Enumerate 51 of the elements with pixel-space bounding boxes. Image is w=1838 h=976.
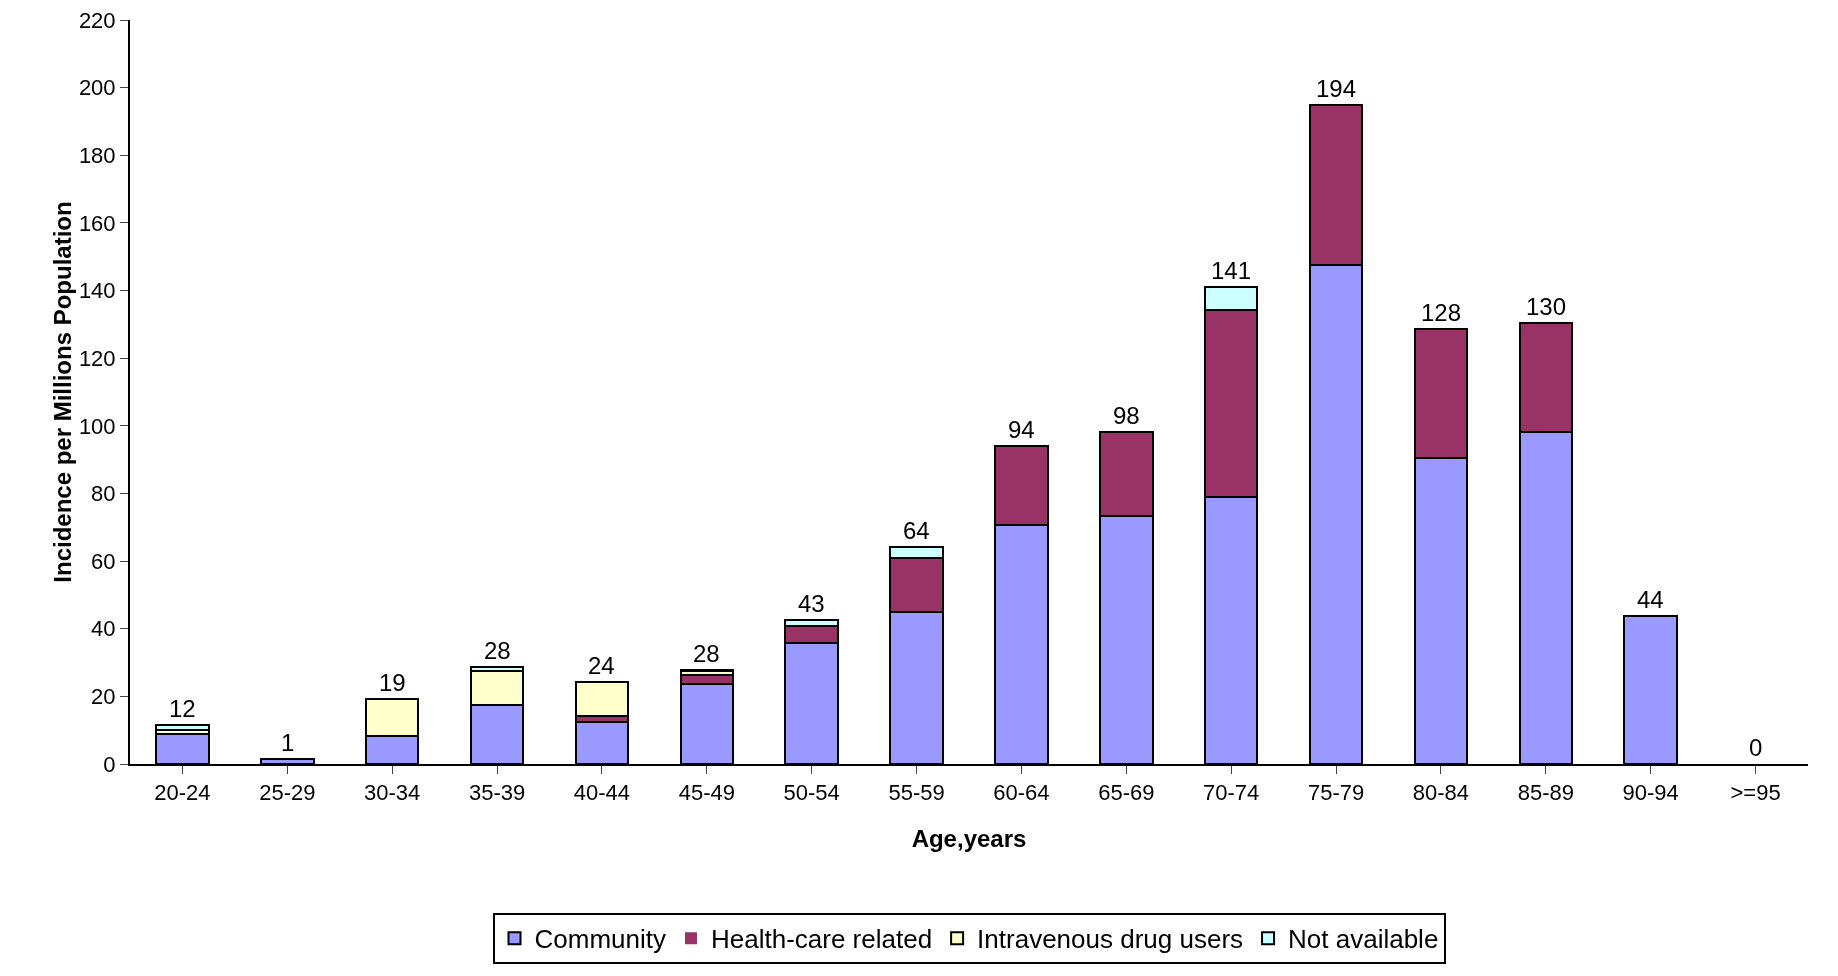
y-tick-label: 80 — [91, 481, 116, 507]
total-label: 130 — [1526, 293, 1567, 320]
total-label: 1 — [281, 729, 295, 756]
total-label: 141 — [1211, 257, 1252, 284]
x-tick-label: 40-44 — [573, 780, 631, 806]
x-tick-label: 85-89 — [1517, 780, 1574, 806]
y-tick-label: 20 — [91, 684, 116, 710]
bar — [155, 723, 210, 731]
y-tick-label: 220 — [78, 7, 116, 33]
y-tick-label: 200 — [78, 75, 116, 101]
y-tick-label: 180 — [78, 142, 116, 168]
legend-label: Community — [534, 924, 666, 955]
x-tick-label: 35-39 — [468, 780, 526, 806]
x-tick-label: 80-84 — [1412, 780, 1470, 806]
x-tick-label: 90-94 — [1622, 780, 1679, 806]
total-label: 19 — [379, 669, 406, 696]
legend-label: Not available — [1288, 924, 1439, 955]
total-label: 98 — [1113, 402, 1140, 429]
x-tick-label: 60-64 — [993, 780, 1050, 806]
x-tick-label: 55-59 — [888, 780, 945, 806]
total-label: 28 — [484, 637, 511, 664]
x-tick-label: 75-79 — [1307, 780, 1365, 806]
x-axis-title: Age,years — [911, 825, 1027, 852]
x-tick-label: 65-69 — [1098, 780, 1155, 806]
x-tick-label: 30-34 — [364, 780, 421, 806]
y-axis-title: Incidence per Millions Population — [49, 201, 76, 583]
total-label: 194 — [1316, 75, 1357, 102]
total-label: 24 — [588, 652, 615, 679]
x-tick-label: 50-54 — [783, 780, 840, 806]
y-tick-label: 40 — [91, 616, 116, 642]
x-tick-label: 25-29 — [259, 780, 316, 806]
y-tick-label: 100 — [78, 413, 116, 439]
x-tick-label: 20-24 — [154, 780, 211, 806]
total-label: 44 — [1637, 586, 1664, 613]
total-label: 28 — [693, 640, 720, 667]
y-tick-label: 140 — [78, 278, 116, 304]
y-tick-label: 120 — [78, 345, 116, 371]
legend-label: Intravenous drug users — [977, 924, 1244, 955]
y-tick-label: 0 — [103, 751, 116, 777]
total-label: 0 — [1749, 734, 1763, 761]
total-label: 128 — [1421, 299, 1462, 326]
total-label: 12 — [169, 695, 196, 722]
total-label: 43 — [798, 590, 825, 617]
y-tick-label: 60 — [91, 548, 116, 574]
x-tick-label: 45-49 — [678, 780, 735, 806]
total-label: 64 — [903, 517, 930, 544]
x-tick-label: 70-74 — [1203, 780, 1260, 806]
total-label: 94 — [1008, 416, 1035, 443]
legend-label: Health-care related — [710, 924, 933, 955]
y-tick-label: 160 — [78, 210, 116, 236]
x-tick-label: >=95 — [1730, 780, 1781, 806]
